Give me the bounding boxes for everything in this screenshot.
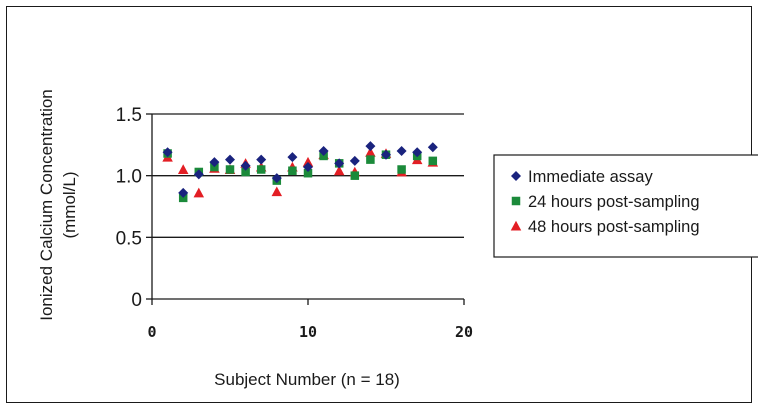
y-tick-label-0: 0 bbox=[131, 290, 142, 311]
x-axis-label: Subject Number (n = 18) bbox=[214, 370, 400, 389]
data-point-series0-9 bbox=[303, 162, 313, 173]
data-point-series0-16 bbox=[412, 147, 423, 158]
data-point-series2-9 bbox=[302, 156, 314, 167]
data-point-series2-2 bbox=[193, 187, 205, 198]
y-tick-label-3: 1.5 bbox=[116, 105, 142, 126]
y-tick-label-1: 0.5 bbox=[116, 228, 142, 249]
y-axis-label-line1: Ionized Calcium Concentration bbox=[37, 89, 56, 321]
data-point-series1-6 bbox=[256, 165, 266, 174]
legend-label-2: 48 hours post-sampling bbox=[528, 218, 700, 236]
data-point-series1-5 bbox=[241, 167, 250, 177]
data-point-series1-4 bbox=[225, 165, 235, 174]
legend-label-1: 24 hours post-sampling bbox=[528, 193, 700, 211]
data-point-series0-15 bbox=[396, 146, 407, 156]
data-point-series1-12 bbox=[350, 171, 360, 180]
data-point-series0-14 bbox=[381, 149, 391, 160]
data-point-series2-11 bbox=[333, 165, 345, 176]
data-point-series0-6 bbox=[256, 154, 267, 165]
data-point-series0-1 bbox=[178, 187, 189, 198]
data-point-series0-13 bbox=[365, 141, 376, 152]
legend-marker-2 bbox=[510, 220, 522, 231]
data-point-series2-7 bbox=[271, 186, 283, 197]
legend: Immediate assay 24 hours post-sampling 48 … bbox=[510, 168, 700, 236]
legend-box bbox=[493, 154, 758, 258]
y-tick-label-2: 1.0 bbox=[116, 167, 142, 188]
x-tick-label-1: 10 bbox=[299, 323, 317, 341]
data-point-series0-17 bbox=[427, 142, 438, 153]
legend-marker-0 bbox=[511, 171, 521, 181]
plot-area: 0 0.5 1.0 1.5 0 10 20 bbox=[116, 105, 473, 341]
data-point-series2-13 bbox=[365, 146, 376, 157]
x-tick-label-2: 20 bbox=[455, 323, 473, 341]
x-tick-label-0: 0 bbox=[147, 323, 156, 341]
data-point-series1-17 bbox=[428, 156, 438, 166]
data-point-series0-5 bbox=[240, 160, 251, 171]
data-point-series0-4 bbox=[225, 154, 235, 165]
data-point-series0-11 bbox=[334, 158, 345, 169]
data-point-series2-1 bbox=[177, 164, 189, 174]
data-point-series0-2 bbox=[193, 169, 204, 180]
data-point-series0-0 bbox=[162, 147, 173, 158]
legend-marker-1 bbox=[511, 196, 521, 206]
data-point-series0-3 bbox=[209, 157, 220, 168]
data-point-series1-15 bbox=[397, 165, 406, 174]
data-point-series1-13 bbox=[366, 155, 375, 164]
data-point-series1-8 bbox=[288, 166, 297, 175]
y-axis-label-line2: (mmol/L) bbox=[60, 171, 79, 238]
data-point-series0-12 bbox=[349, 155, 360, 166]
data-point-series0-7 bbox=[271, 173, 282, 184]
data-point-series0-10 bbox=[318, 146, 329, 156]
legend-label-0: Immediate assay bbox=[528, 168, 653, 186]
data-point-series1-9 bbox=[303, 168, 313, 178]
data-point-series0-8 bbox=[287, 152, 298, 163]
